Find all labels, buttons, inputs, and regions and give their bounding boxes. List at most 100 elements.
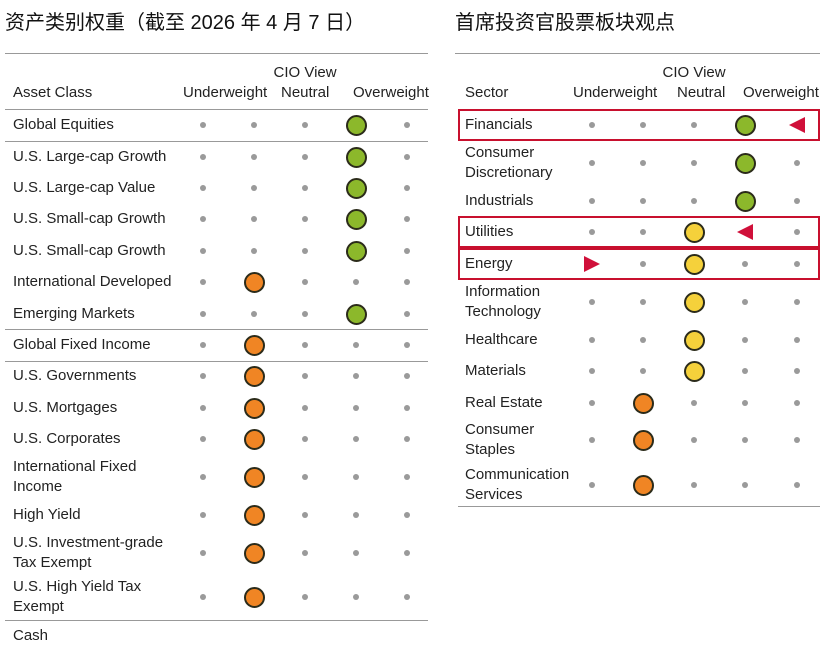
empty-dot	[404, 550, 410, 556]
row-label: Tax Exempt	[13, 554, 92, 571]
empty-dot	[302, 342, 308, 348]
empty-dot	[404, 594, 410, 600]
empty-dot	[589, 299, 595, 305]
rating-circle	[345, 303, 367, 325]
empty-dot	[691, 122, 697, 128]
empty-dot	[302, 594, 308, 600]
empty-dot	[640, 122, 646, 128]
highlight-box	[458, 248, 820, 280]
empty-dot	[742, 261, 748, 267]
empty-dot	[404, 512, 410, 518]
rating-circle	[734, 190, 756, 212]
table-title: 首席投资官股票板块观点	[455, 12, 675, 34]
rating-circle	[243, 586, 265, 608]
empty-dot	[200, 594, 206, 600]
empty-dot	[589, 160, 595, 166]
empty-dot	[353, 512, 359, 518]
empty-dot	[589, 337, 595, 343]
empty-dot	[302, 405, 308, 411]
row-label: Consumer	[465, 144, 535, 161]
view-change-arrow	[737, 224, 753, 240]
row-label: U.S. Large-cap Value	[13, 179, 156, 196]
row-label: U.S. High Yield Tax	[13, 578, 142, 595]
empty-dot	[251, 311, 257, 317]
rating-circle	[734, 114, 756, 136]
rating-circle	[345, 208, 367, 230]
empty-dot	[404, 474, 410, 480]
column-header: CIO View	[662, 64, 726, 81]
highlight-box	[458, 216, 820, 248]
rating-circle	[243, 271, 265, 293]
empty-dot	[640, 160, 646, 166]
rating-circle	[345, 240, 367, 262]
row-label: U.S. Investment-grade	[13, 534, 164, 551]
empty-dot	[404, 122, 410, 128]
empty-dot	[691, 482, 697, 488]
column-header: Neutral	[677, 84, 726, 101]
empty-dot	[200, 342, 206, 348]
row-label: Industrials	[465, 192, 534, 209]
empty-dot	[302, 122, 308, 128]
empty-dot	[353, 550, 359, 556]
empty-dot	[404, 405, 410, 411]
empty-dot	[404, 279, 410, 285]
empty-dot	[589, 198, 595, 204]
empty-dot	[640, 198, 646, 204]
empty-dot	[404, 154, 410, 160]
rating-circle	[345, 146, 367, 168]
rating-circle	[243, 365, 265, 387]
empty-dot	[302, 154, 308, 160]
empty-dot	[200, 279, 206, 285]
empty-dot	[742, 299, 748, 305]
empty-dot	[353, 405, 359, 411]
row-label: Exempt	[13, 598, 64, 615]
empty-dot	[302, 185, 308, 191]
empty-dot	[404, 436, 410, 442]
rating-circle	[683, 329, 705, 351]
empty-dot	[589, 437, 595, 443]
rating-circle	[345, 177, 367, 199]
column-header: Underweight	[183, 84, 268, 101]
rating-circle	[243, 542, 265, 564]
row-label: Discretionary	[465, 164, 553, 181]
empty-dot	[302, 373, 308, 379]
empty-dot	[640, 368, 646, 374]
row-divider	[458, 506, 820, 507]
row-label: Technology	[465, 303, 541, 320]
empty-dot	[794, 482, 800, 488]
row-label: Emerging Markets	[13, 305, 135, 322]
empty-dot	[200, 405, 206, 411]
empty-dot	[353, 594, 359, 600]
empty-dot	[742, 482, 748, 488]
empty-dot	[200, 373, 206, 379]
row-label: Real Estate	[465, 394, 543, 411]
empty-dot	[742, 437, 748, 443]
empty-dot	[302, 248, 308, 254]
empty-dot	[404, 311, 410, 317]
row-label: Financials	[465, 116, 533, 133]
highlight-box	[458, 109, 820, 141]
column-header: Asset Class	[13, 84, 93, 101]
empty-dot	[251, 122, 257, 128]
empty-dot	[589, 400, 595, 406]
table-title: 资产类别权重（截至 2026 年 4 月 7 日）	[5, 12, 366, 34]
empty-dot	[794, 368, 800, 374]
row-label: U.S. Small-cap Growth	[13, 242, 166, 259]
row-label: International Developed	[13, 273, 172, 290]
empty-dot	[404, 373, 410, 379]
empty-dot	[794, 229, 800, 235]
empty-dot	[742, 400, 748, 406]
empty-dot	[589, 229, 595, 235]
rating-circle	[683, 291, 705, 313]
column-header: Sector	[465, 84, 509, 101]
empty-dot	[302, 512, 308, 518]
empty-dot	[640, 337, 646, 343]
empty-dot	[251, 185, 257, 191]
empty-dot	[302, 311, 308, 317]
column-header: CIO View	[273, 64, 337, 81]
empty-dot	[742, 368, 748, 374]
empty-dot	[200, 474, 206, 480]
empty-dot	[794, 261, 800, 267]
rating-circle	[632, 392, 654, 414]
